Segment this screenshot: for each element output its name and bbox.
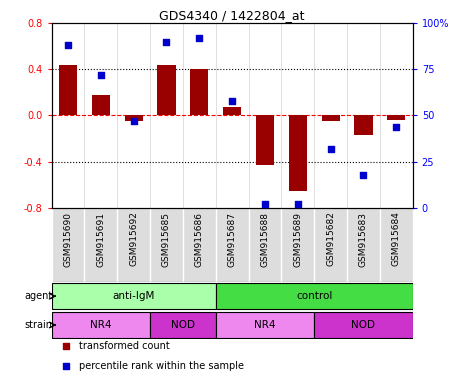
Point: [228, 98, 236, 104]
Point: [261, 201, 269, 207]
Text: NR4: NR4: [90, 320, 112, 330]
Title: GDS4340 / 1422804_at: GDS4340 / 1422804_at: [159, 9, 305, 22]
Text: GSM915692: GSM915692: [129, 212, 138, 266]
Text: GSM915683: GSM915683: [359, 212, 368, 266]
Text: percentile rank within the sample: percentile rank within the sample: [79, 361, 244, 371]
Point: [64, 42, 72, 48]
Text: GSM915686: GSM915686: [195, 212, 204, 266]
Bar: [150, 312, 216, 338]
Bar: [216, 283, 413, 309]
Bar: [216, 312, 314, 338]
Text: NOD: NOD: [171, 320, 195, 330]
Text: GSM915685: GSM915685: [162, 212, 171, 266]
Text: NR4: NR4: [254, 320, 276, 330]
Point: [97, 72, 105, 78]
Bar: [190, 69, 208, 116]
Text: transformed count: transformed count: [79, 341, 169, 351]
Point: [360, 172, 367, 178]
Text: strain: strain: [24, 320, 52, 330]
Bar: [223, 108, 241, 116]
Text: NOD: NOD: [351, 320, 376, 330]
Bar: [92, 95, 110, 116]
Bar: [52, 283, 216, 309]
Text: GSM915689: GSM915689: [293, 212, 303, 266]
Text: GSM915682: GSM915682: [326, 212, 335, 266]
Bar: [314, 312, 413, 338]
Point: [196, 35, 203, 41]
Bar: [158, 65, 175, 116]
Point: [163, 38, 170, 45]
Bar: [322, 116, 340, 121]
Text: GSM915691: GSM915691: [96, 212, 106, 266]
Text: GSM915690: GSM915690: [63, 212, 73, 266]
Point: [327, 146, 334, 152]
Text: GSM915688: GSM915688: [260, 212, 270, 266]
Point: [360, 79, 367, 85]
Bar: [59, 65, 77, 116]
Text: control: control: [296, 291, 333, 301]
Bar: [355, 116, 372, 135]
Text: GSM915684: GSM915684: [392, 212, 401, 266]
Bar: [256, 116, 274, 165]
Text: anti-IgM: anti-IgM: [113, 291, 155, 301]
Text: GSM915687: GSM915687: [227, 212, 237, 266]
Point: [294, 201, 302, 207]
Bar: [289, 116, 307, 190]
Point: [360, 264, 367, 270]
Text: agent: agent: [24, 291, 52, 301]
Point: [130, 118, 137, 124]
Bar: [52, 312, 150, 338]
Bar: [387, 116, 405, 120]
Point: [393, 124, 400, 130]
Bar: [125, 116, 143, 121]
